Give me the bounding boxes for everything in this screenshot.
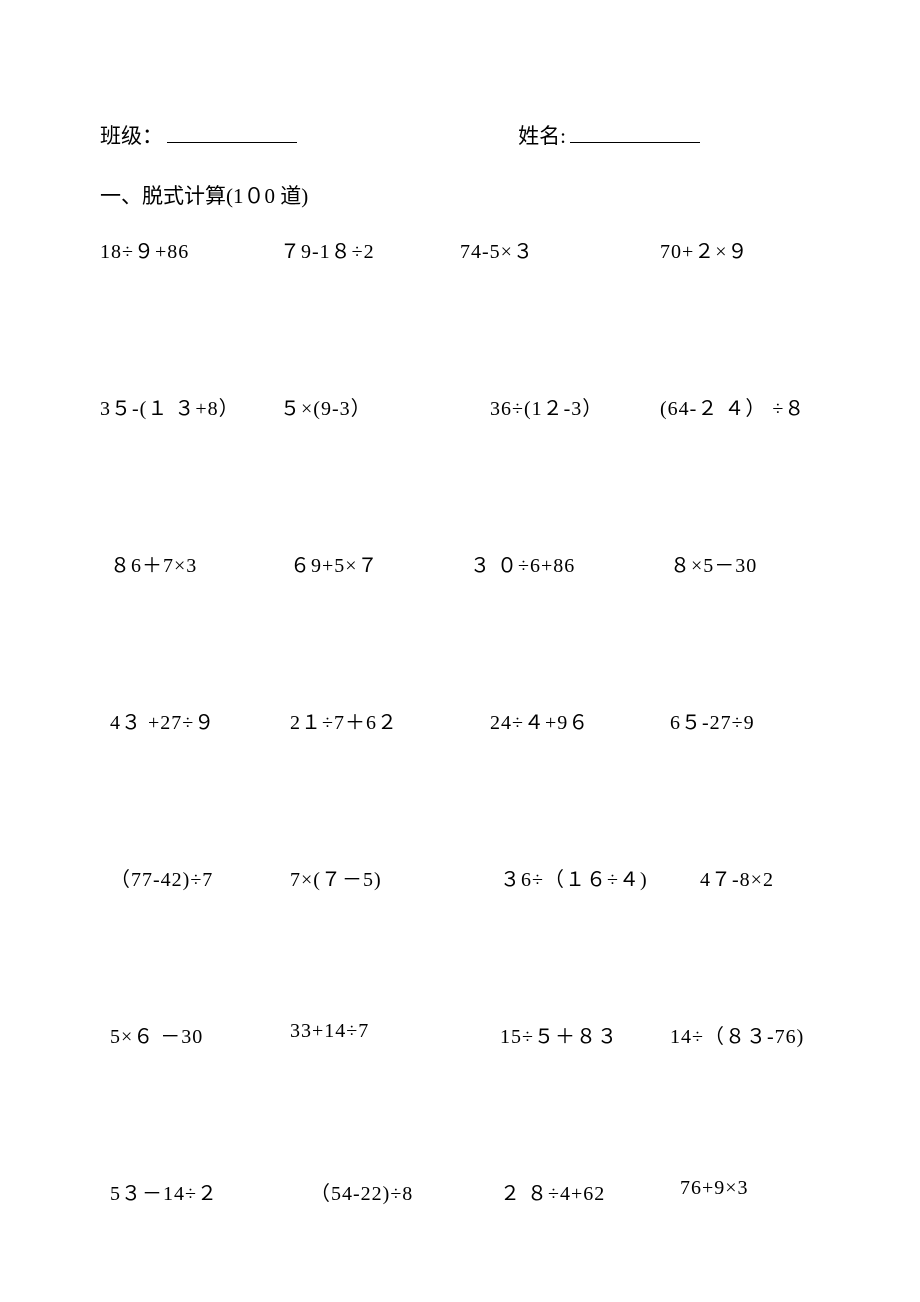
class-field: 班级： bbox=[100, 120, 297, 150]
problem-cell: 2１÷7＋6２ bbox=[290, 706, 470, 735]
problems-container: 18÷９+86 ７9-1８÷2 74-5×３ 70+２×９ 3５-(１ ３+8）… bbox=[100, 235, 820, 1206]
problem-row: 5×６ －30 33+14÷7 15÷５＋８３ 14÷（８３-76) bbox=[100, 1020, 820, 1049]
problem-row: 4３ +27÷９ 2１÷7＋6２ 24÷４+9６ 6５-27÷9 bbox=[100, 706, 820, 735]
problem-row: 5３－14÷２ （54-22)÷8 ２ ８÷4+62 76+9×3 bbox=[100, 1177, 820, 1206]
problem-row: 3５-(１ ３+8） ５×(9-3） 36÷(1２-3） (64-２ ４） ÷８ bbox=[100, 392, 820, 421]
problem-row: ８6＋7×3 ６9+5×７ ３ ０÷6+86 ８×5－30 bbox=[100, 549, 820, 578]
problem-cell: 3５-(１ ３+8） bbox=[100, 392, 280, 421]
problem-cell: 74-5×３ bbox=[460, 235, 660, 264]
problem-cell: ３6÷（１６÷４) bbox=[470, 863, 670, 892]
problem-cell: 5３－14÷２ bbox=[110, 1177, 290, 1206]
problem-cell: 7×(７－5) bbox=[290, 863, 470, 892]
problem-cell: 18÷９+86 bbox=[100, 235, 280, 264]
problem-cell: 36÷(1２-3） bbox=[460, 392, 660, 421]
problem-cell: ２ ８÷4+62 bbox=[470, 1177, 670, 1206]
problem-cell: 5×６ －30 bbox=[110, 1020, 290, 1049]
problem-cell: ５×(9-3） bbox=[280, 392, 460, 421]
problem-row: 18÷９+86 ７9-1８÷2 74-5×３ 70+２×９ bbox=[100, 235, 820, 264]
problem-cell: （77-42)÷7 bbox=[110, 863, 290, 892]
class-label: 班级： bbox=[100, 120, 163, 150]
header-row: 班级： 姓名: bbox=[100, 120, 820, 150]
problem-cell: 33+14÷7 bbox=[290, 1020, 470, 1049]
problem-cell: 4３ +27÷９ bbox=[110, 706, 290, 735]
problem-cell: 70+２×９ bbox=[660, 235, 820, 264]
name-blank bbox=[570, 142, 700, 143]
problem-cell: 4７-8×2 bbox=[670, 863, 830, 892]
problem-cell: （54-22)÷8 bbox=[290, 1177, 470, 1206]
class-blank bbox=[167, 142, 297, 143]
problem-cell: 6５-27÷9 bbox=[670, 706, 830, 735]
problem-cell: ８6＋7×3 bbox=[110, 549, 290, 578]
section-title: 一、脱式计算(1０0 道) bbox=[100, 180, 820, 210]
problem-cell: 24÷４+9６ bbox=[470, 706, 670, 735]
problem-cell: ８×5－30 bbox=[670, 549, 830, 578]
problem-cell: 15÷５＋８３ bbox=[470, 1020, 670, 1049]
problem-cell: 76+9×3 bbox=[670, 1177, 830, 1206]
problem-cell: (64-２ ４） ÷８ bbox=[660, 392, 820, 421]
problem-cell: ３ ０÷6+86 bbox=[470, 549, 670, 578]
name-field: 姓名: bbox=[518, 120, 700, 150]
problem-row: （77-42)÷7 7×(７－5) ３6÷（１６÷４) 4７-8×2 bbox=[100, 863, 820, 892]
problem-cell: 14÷（８３-76) bbox=[670, 1020, 830, 1049]
problem-cell: ７9-1８÷2 bbox=[280, 235, 460, 264]
problem-cell: ６9+5×７ bbox=[290, 549, 470, 578]
name-label: 姓名: bbox=[518, 120, 566, 150]
